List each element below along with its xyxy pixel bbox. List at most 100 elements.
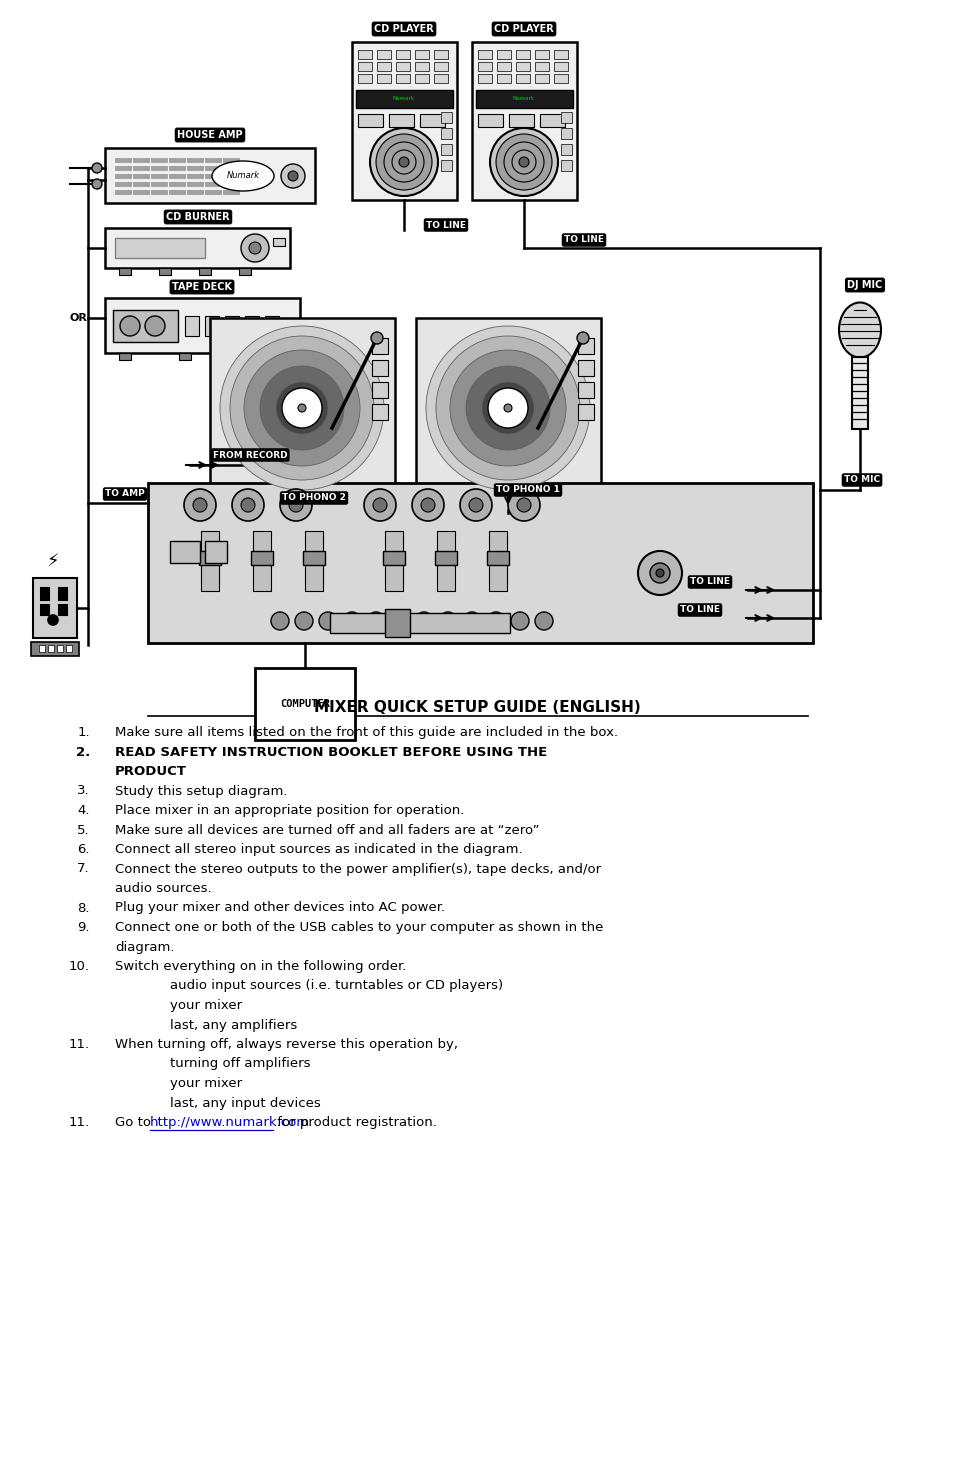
Text: diagram.: diagram. <box>115 941 174 953</box>
Text: audio input sources (i.e. turntables or CD players): audio input sources (i.e. turntables or … <box>170 979 502 993</box>
Bar <box>376 50 391 59</box>
Text: Numark: Numark <box>393 96 415 102</box>
Text: TO PHONO 2: TO PHONO 2 <box>282 494 346 503</box>
Bar <box>170 541 200 563</box>
Circle shape <box>297 404 306 412</box>
Bar <box>436 531 455 591</box>
Text: CD PLAYER: CD PLAYER <box>494 24 554 34</box>
Circle shape <box>91 178 102 189</box>
Bar <box>560 145 572 155</box>
Bar <box>30 642 79 656</box>
Text: 5.: 5. <box>77 823 90 836</box>
Bar <box>357 74 372 83</box>
Bar <box>385 531 402 591</box>
Bar <box>389 114 414 127</box>
Bar <box>477 74 492 83</box>
Bar <box>435 552 456 565</box>
Text: Make sure all devices are turned off and all faders are at “zero”: Make sure all devices are turned off and… <box>115 823 539 836</box>
Bar <box>578 404 594 420</box>
Bar <box>251 552 273 565</box>
Bar <box>41 605 49 615</box>
Bar <box>376 62 391 71</box>
Text: FROM RECORD: FROM RECORD <box>213 450 287 460</box>
Bar <box>357 50 372 59</box>
Bar <box>535 50 548 59</box>
Bar <box>560 128 572 139</box>
Circle shape <box>577 332 588 344</box>
Circle shape <box>412 490 443 521</box>
Bar <box>516 62 530 71</box>
Circle shape <box>459 490 492 521</box>
Bar <box>440 145 452 155</box>
Bar <box>39 645 45 652</box>
Circle shape <box>232 490 264 521</box>
Bar <box>119 268 131 274</box>
Circle shape <box>244 350 359 466</box>
Circle shape <box>373 499 387 512</box>
Bar <box>416 319 600 513</box>
Bar <box>415 50 429 59</box>
Circle shape <box>249 242 261 254</box>
Bar <box>554 62 567 71</box>
Circle shape <box>415 612 433 630</box>
Bar <box>372 404 388 420</box>
Circle shape <box>288 394 315 422</box>
Text: http://www.numark.com: http://www.numark.com <box>150 1117 310 1128</box>
Circle shape <box>288 171 297 181</box>
Circle shape <box>535 612 553 630</box>
Text: CD BURNER: CD BURNER <box>166 212 230 223</box>
Text: Connect all stereo input sources as indicated in the diagram.: Connect all stereo input sources as indi… <box>115 844 522 856</box>
Bar <box>210 319 395 513</box>
Circle shape <box>145 316 165 336</box>
Circle shape <box>364 490 395 521</box>
Bar <box>41 589 49 600</box>
Bar <box>119 353 131 360</box>
Bar <box>497 62 511 71</box>
Bar <box>476 90 573 108</box>
Text: 10.: 10. <box>69 960 90 974</box>
Text: TO LINE: TO LINE <box>679 606 720 615</box>
Text: READ SAFETY INSTRUCTION BOOKLET BEFORE USING THE: READ SAFETY INSTRUCTION BOOKLET BEFORE U… <box>115 745 547 758</box>
Bar <box>477 50 492 59</box>
Bar <box>477 62 492 71</box>
Bar <box>440 112 452 122</box>
Circle shape <box>638 552 681 594</box>
Circle shape <box>512 150 536 174</box>
Text: your mixer: your mixer <box>170 1077 242 1090</box>
Text: When turning off, always reverse this operation by,: When turning off, always reverse this op… <box>115 1038 457 1052</box>
Circle shape <box>241 499 254 512</box>
Circle shape <box>275 382 328 434</box>
Text: Numark: Numark <box>226 171 259 180</box>
Bar <box>851 357 867 429</box>
Text: 6.: 6. <box>77 844 90 856</box>
Ellipse shape <box>212 161 274 190</box>
Text: Switch everything on in the following order.: Switch everything on in the following or… <box>115 960 406 974</box>
Circle shape <box>420 499 435 512</box>
Bar <box>330 614 510 633</box>
Bar <box>440 128 452 139</box>
Bar <box>199 552 221 565</box>
Circle shape <box>343 612 360 630</box>
Text: Place mixer in an appropriate position for operation.: Place mixer in an appropriate position f… <box>115 804 464 817</box>
Bar <box>199 268 211 274</box>
Circle shape <box>488 388 527 428</box>
Text: 1.: 1. <box>77 726 90 739</box>
Circle shape <box>426 326 589 490</box>
Circle shape <box>282 388 322 428</box>
Text: TO LINE: TO LINE <box>563 236 603 245</box>
Circle shape <box>271 612 289 630</box>
Text: your mixer: your mixer <box>170 999 242 1012</box>
Circle shape <box>481 382 534 434</box>
Text: MIXER QUICK SETUP GUIDE (ENGLISH): MIXER QUICK SETUP GUIDE (ENGLISH) <box>314 701 639 715</box>
Circle shape <box>438 612 456 630</box>
Text: TAPE DECK: TAPE DECK <box>172 282 232 292</box>
Bar <box>395 62 410 71</box>
Bar <box>554 74 567 83</box>
Bar <box>535 74 548 83</box>
Bar <box>249 353 261 360</box>
Bar <box>489 531 506 591</box>
Circle shape <box>391 612 409 630</box>
Bar <box>179 353 191 360</box>
Circle shape <box>371 332 382 344</box>
Circle shape <box>370 128 437 196</box>
